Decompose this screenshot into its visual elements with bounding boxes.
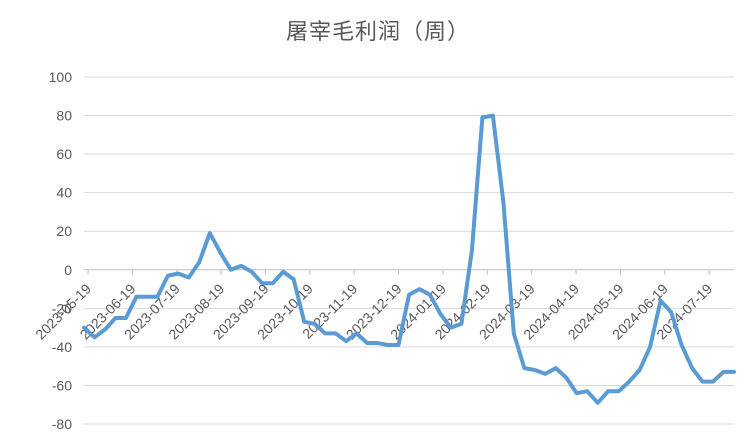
y-tick-label: 20 (56, 223, 72, 239)
y-tick-label: -60 (52, 377, 72, 393)
y-tick-label: -40 (52, 339, 72, 355)
y-tick-label: 0 (64, 262, 72, 278)
series-line (82, 113, 736, 405)
y-tick-label: 60 (56, 146, 72, 162)
y-tick-label: 80 (56, 108, 72, 124)
x-axis-tick-labels: 2023-05-192023-06-192023-07-192023-08-19… (32, 269, 715, 343)
y-tick-label: -20 (52, 300, 72, 316)
y-axis-tick-labels: 100 80 60 40 20 0 -20 -40 -60 -80 (49, 69, 73, 432)
y-tick-label: 100 (49, 69, 73, 85)
gridlines (84, 76, 734, 425)
chart-title: 屠宰毛利润（周） (285, 20, 470, 45)
y-tick-label: 40 (56, 185, 72, 201)
y-tick-label: -80 (52, 416, 72, 432)
